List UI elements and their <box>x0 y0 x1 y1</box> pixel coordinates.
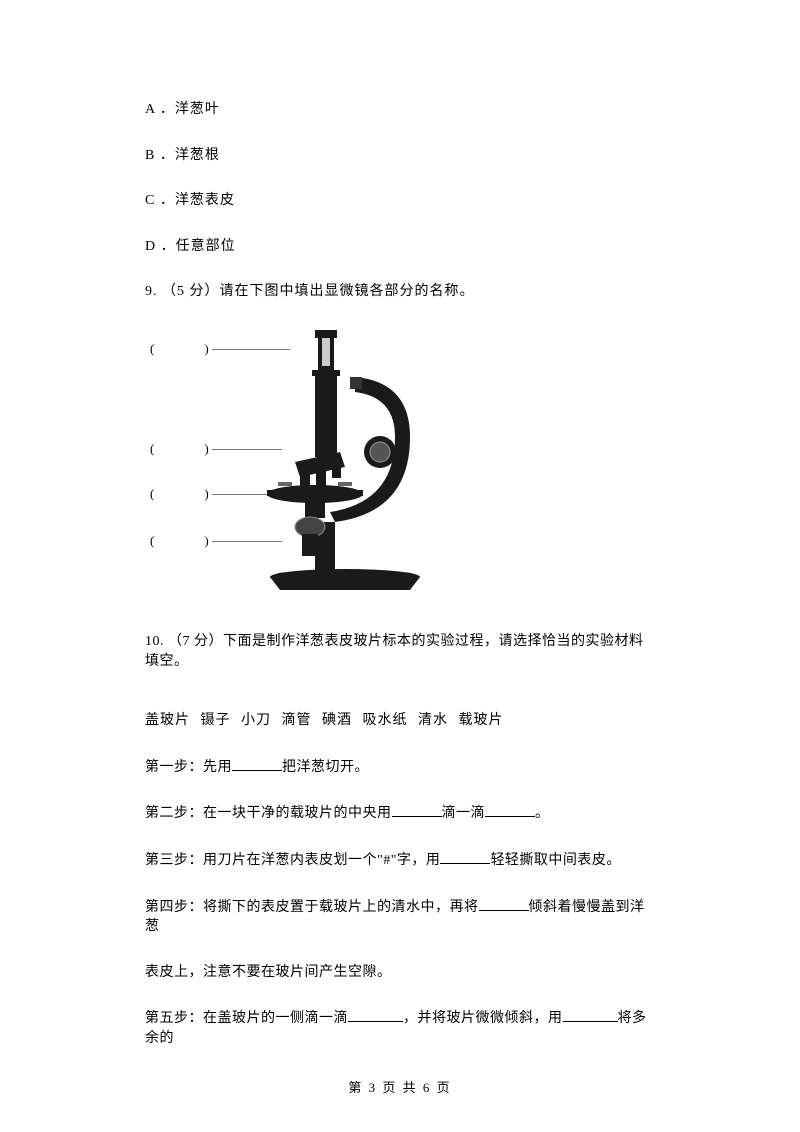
step-1: 第一步：先用把洋葱切开。 <box>145 757 655 778</box>
blank-3 <box>485 803 535 817</box>
option-d: D ．任意部位 <box>145 237 655 257</box>
question-9: 9. （5 分）请在下图中填出显微镜各部分的名称。 <box>145 282 655 302</box>
label-1: () <box>150 340 219 358</box>
option-c: C ．洋葱表皮 <box>145 191 655 211</box>
step-2: 第二步：在一块干净的载玻片的中央用滴一滴。 <box>145 803 655 824</box>
page-footer: 第 3 页 共 6 页 <box>0 1077 800 1096</box>
option-b: B ．洋葱根 <box>145 146 655 166</box>
label-4: () <box>150 532 219 550</box>
step-4-line2: 表皮上，注意不要在玻片间产生空隙。 <box>145 963 655 983</box>
blank-6 <box>348 1008 403 1022</box>
blank-2 <box>392 803 442 817</box>
microscope-diagram: () () () () <box>140 322 420 602</box>
step-5: 第五步：在盖玻片的一侧滴一滴，并将玻片微微倾斜，用将多余的 <box>145 1008 655 1048</box>
blank-4 <box>440 850 490 864</box>
blank-5 <box>479 897 529 911</box>
blank-7 <box>563 1008 618 1022</box>
option-a: A ．洋葱叶 <box>145 100 655 120</box>
materials-list: 盖玻片 镊子 小刀 滴管 碘酒 吸水纸 清水 载玻片 <box>145 711 655 731</box>
label-3: () <box>150 485 219 503</box>
blank-1 <box>232 757 282 771</box>
microscope-svg <box>260 322 430 592</box>
page: A ．洋葱叶 B ．洋葱根 C ．洋葱表皮 D ．任意部位 9. （5 分）请在… <box>0 0 800 1132</box>
step-4-line1: 第四步：将撕下的表皮置于载玻片上的清水中，再将倾斜着慢慢盖到洋葱 <box>145 897 655 937</box>
label-2: () <box>150 440 219 458</box>
question-10: 10. （7 分）下面是制作洋葱表皮玻片标本的实验过程，请选择恰当的实验材料填空… <box>145 632 655 671</box>
step-3: 第三步：用刀片在洋葱内表皮划一个"#"字，用轻轻撕取中间表皮。 <box>145 850 655 871</box>
